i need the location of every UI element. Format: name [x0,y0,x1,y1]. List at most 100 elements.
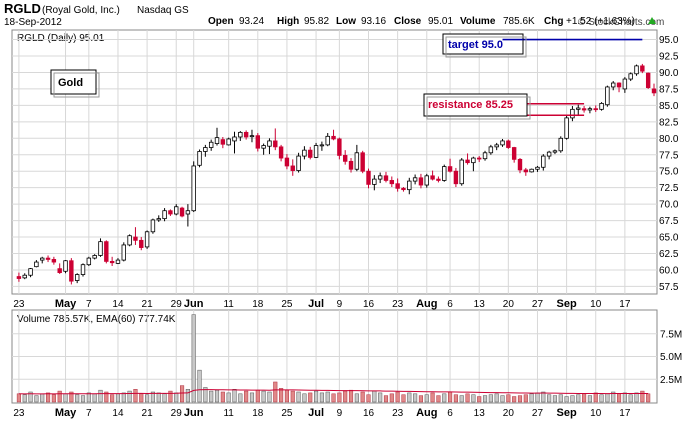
volume-bar [348,389,354,403]
candle-body [121,244,126,261]
candle-body [488,146,494,154]
volume-x-tick-label: 20 [503,408,515,419]
quote-summary: Open 93.24 High 95.82 Low 93.16 Close 95… [208,16,656,27]
candle-body [296,155,301,171]
volume-bar [40,393,45,403]
candle-body [523,169,529,173]
low-label: Low [336,16,356,27]
volume-bar [220,391,225,403]
volume-bar [255,389,260,403]
candle-body [611,82,616,88]
volume-bar [63,393,68,403]
candle-body [564,117,569,139]
candle-body [372,178,377,185]
price-tick-label: 67.5 [659,216,679,227]
candle-body [640,65,645,72]
volume-bar [634,392,639,403]
candle-body [144,231,150,248]
volume-x-tick-label: 23 [13,408,25,419]
volume-x-tick-label: May [55,407,77,419]
candle-body [278,146,284,159]
volume-bar [494,393,499,403]
price-tick-label: 90.0 [659,68,679,79]
volume-bar [226,392,231,403]
x-tick-label: 13 [474,299,486,310]
volume-bar [296,391,301,403]
volume-x-tick-label: 9 [337,408,343,419]
volume-bar [448,391,453,403]
volume-bar [214,389,220,403]
candle-body [51,259,57,263]
x-tick-label: 9 [337,299,343,310]
volume-bar [453,394,458,403]
price-legend: RGLD (Daily) 95.01 [17,33,105,44]
open-value: 93.24 [239,16,264,27]
candle-body [214,137,220,144]
candle-body [552,150,558,153]
volume-bar [302,393,307,403]
x-tick-label: 17 [619,299,631,310]
volume-bar [261,390,266,403]
candle-body [226,138,231,146]
candle-body [249,135,255,138]
x-tick-label: 20 [503,299,515,310]
volume-ema-line [18,389,649,395]
volume-bar [413,393,418,403]
volume-bar [628,394,633,403]
volume-bar [616,393,622,403]
high-value: 95.82 [304,16,329,27]
volume-bar [337,392,342,403]
volume-bar [529,393,534,403]
candle-body [348,160,354,170]
volume-bar [325,391,330,403]
candle-body [331,135,336,140]
candle-body [412,177,418,182]
volume-bar [436,395,441,403]
x-tick-label: Sep [557,298,577,310]
volume-bar [133,389,138,403]
volume-bar [238,393,243,403]
volume-x-tick-label: Jun [184,407,204,419]
volume-x-tick-label: 11 [223,408,234,419]
candle-body [616,82,622,88]
volume-x-tick-label: 17 [619,408,631,419]
candle-body [576,107,581,110]
candle-body [482,152,488,160]
volume-tick-label: 2.5M [660,375,682,386]
x-tick-label: 11 [223,299,234,310]
volume-bar [354,393,359,403]
x-tick-label: 10 [590,299,602,310]
candle-body [168,210,173,215]
volume-legend: Volume 785.57K, EMA(60) 777.74K [17,314,176,325]
volume-bar [360,391,365,403]
volume-x-tick-label: 23 [392,408,404,419]
candle-body [156,218,161,221]
price-panel [11,29,658,295]
volume-bar [267,391,272,403]
volume-bar [179,385,185,403]
volume-bar [564,396,569,403]
candle-body [243,131,249,138]
volume-x-tick-label: 25 [281,408,293,419]
volume-bar [86,392,91,403]
volume-bar [640,390,645,403]
volume-value: 785.6K [503,16,535,27]
x-tick-label: Aug [416,298,437,310]
volume-bar [319,392,324,403]
candle-body [162,210,167,220]
volume-bar [150,391,155,403]
volume-bar [547,394,552,403]
gold-label-shadow [53,72,100,98]
volume-bar [389,393,394,403]
price-tick-label: 70.0 [659,200,679,211]
volume-bar [646,393,651,403]
candle-body [506,140,511,148]
candle-body [86,257,92,266]
candle-body [98,241,103,256]
target-label-box: target 95.0 [442,33,527,58]
resistance-label-frame [423,93,528,117]
candle-body [511,147,517,160]
candle-body [436,178,441,181]
candle-body [74,274,80,281]
candle-body [16,276,22,279]
